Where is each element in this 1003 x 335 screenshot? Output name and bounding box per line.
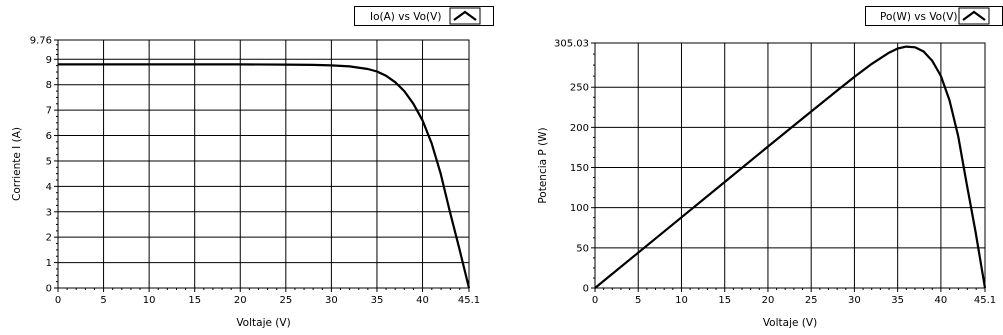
- x-tick-label: 15: [188, 295, 201, 306]
- y-tick-label: 200: [570, 123, 589, 134]
- y-tick-label: 1: [46, 258, 52, 269]
- series-line: [58, 63, 471, 289]
- x-tick-label: 25: [805, 295, 818, 306]
- x-tick-label: 40: [935, 295, 948, 306]
- x-tick-label: 45.1: [458, 295, 480, 306]
- x-tick-label: 20: [234, 295, 247, 306]
- legend-label: Io(A) vs Vo(V): [370, 11, 441, 23]
- x-axis-label: Voltaje (V): [763, 317, 817, 329]
- chart-1: 0 5 10 15 20 25 30 35 40 45.1 0 1 2 3 4 5 6 7 8 9 9.76 Voltaj…: [11, 6, 494, 329]
- legend-label: Po(W) vs Vo(V): [880, 11, 957, 23]
- legend-swatch-box: [958, 7, 990, 25]
- x-tick-label: 35: [891, 295, 904, 306]
- x-tick-label: 0: [592, 295, 598, 306]
- x-tick-label: 20: [762, 295, 775, 306]
- x-tick-label: 10: [675, 295, 688, 306]
- legend-line-sample: [453, 10, 477, 21]
- y-tick-label: 9: [46, 55, 52, 66]
- legend-line-sample: [962, 10, 986, 21]
- x-tick-label: 15: [718, 295, 731, 306]
- x-tick-label: 35: [371, 295, 384, 306]
- x-tick-label: 25: [279, 295, 292, 306]
- y-tick-label: 7: [46, 106, 52, 117]
- x-tick-label: 45.1: [974, 295, 996, 306]
- plot-frame: [594, 42, 986, 289]
- x-tick-label: 0: [55, 295, 61, 306]
- x-tick-label: 5: [635, 295, 641, 306]
- legend: Po(W) vs Vo(V): [865, 6, 1003, 26]
- x-axis-label: Voltaje (V): [236, 317, 290, 329]
- y-tick-label: 305.03: [554, 39, 589, 50]
- y-tick-label: 4: [46, 182, 52, 193]
- plot-area: [58, 40, 469, 288]
- y-tick-label: 50: [576, 243, 589, 254]
- y-tick-label: 100: [570, 203, 589, 214]
- y-tick-label: 5: [46, 156, 52, 167]
- plot-area: [595, 43, 985, 288]
- y-tick-label: 2: [46, 233, 52, 244]
- y-tick-label: 8: [46, 80, 52, 91]
- x-tick-label: 40: [416, 295, 429, 306]
- x-tick-label: 5: [100, 295, 106, 306]
- x-tick-label: 30: [848, 295, 861, 306]
- x-tick-label: 10: [143, 295, 156, 306]
- y-axis-label: Corriente I (A): [11, 127, 23, 201]
- y-tick-label: 3: [46, 207, 52, 218]
- y-tick-label: 0: [46, 284, 52, 295]
- series-line: [594, 45, 987, 289]
- y-tick-label: 9.76: [30, 36, 52, 47]
- y-tick-label: 150: [570, 163, 589, 174]
- y-axis-label: Potencia P (W): [537, 127, 549, 203]
- y-tick-label: 0: [583, 284, 589, 295]
- chart-2: 0 5 10 15 20 25 30 35 40 45.1 0 50 100 150 200 250 305.0…: [537, 6, 1003, 329]
- legend-swatch-box: [449, 7, 481, 25]
- y-tick-label: 250: [570, 83, 589, 94]
- x-tick-label: 30: [325, 295, 338, 306]
- y-tick-label: 6: [46, 131, 52, 142]
- plot-frame: [57, 39, 470, 289]
- legend: Io(A) vs Vo(V): [354, 6, 494, 26]
